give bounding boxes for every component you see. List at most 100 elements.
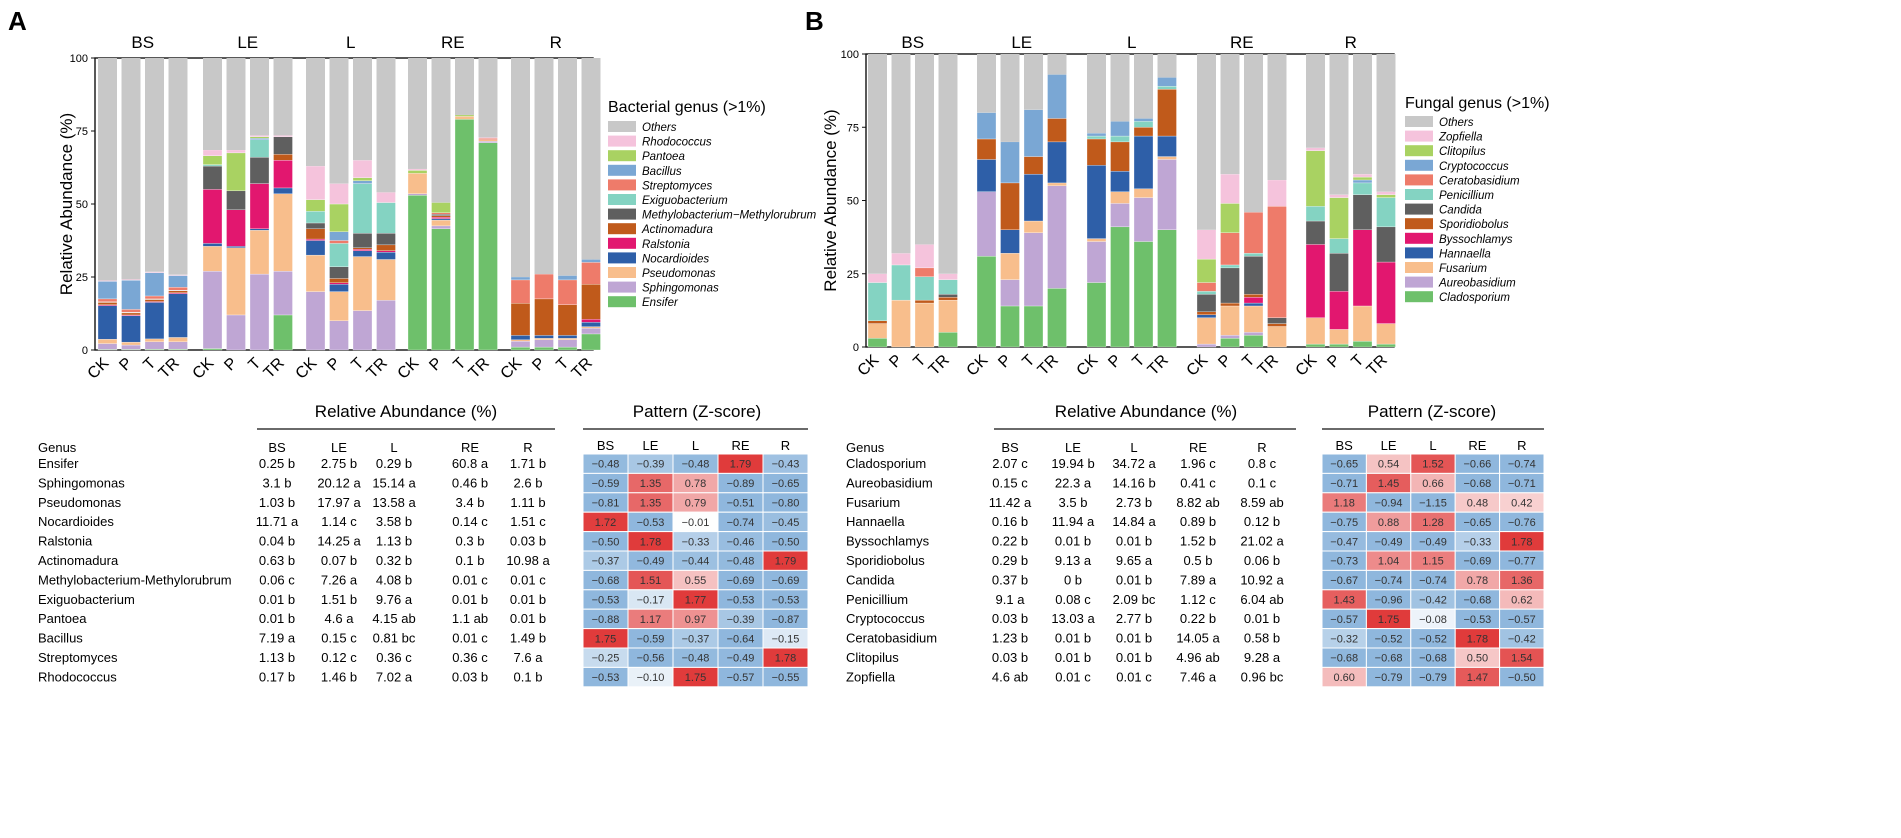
bar-segment-candida — [1305, 220, 1326, 245]
heatmap-value: −0.64 — [727, 633, 755, 645]
bar-segment-aureobasidium — [1110, 203, 1130, 228]
bar-segment-clitopilus — [1220, 203, 1240, 233]
table-cell: 0.81 bc — [373, 631, 416, 646]
bar-segment-others — [915, 54, 934, 245]
bar-segment-streptomyces — [510, 279, 531, 304]
legend-swatch — [1405, 130, 1433, 142]
heatmap-value: 0.88 — [1378, 517, 1399, 529]
table-cell: 9.76 a — [376, 592, 413, 607]
bar-segment-nocardioides — [581, 322, 601, 327]
table-cell: 21.02 a — [1240, 534, 1284, 549]
table-cell: 4.15 ab — [372, 611, 415, 626]
bar-segment-rhodococcus — [329, 183, 349, 205]
table-cell: 0.1 c — [1248, 475, 1277, 490]
bar-segment-actinomadura — [305, 228, 326, 240]
bar-segment-aureobasidium — [1047, 185, 1067, 289]
legend-swatch — [608, 150, 636, 162]
table-cell: 0.06 b — [1244, 553, 1280, 568]
bar-segment-others — [1376, 54, 1396, 192]
legend-swatch — [1405, 116, 1433, 127]
table-cell: 0.01 c — [452, 631, 488, 646]
treatment-label: P — [995, 352, 1015, 372]
bar-segment-pseudomonas — [329, 291, 349, 321]
heatmap-value: 1.28 — [1422, 517, 1443, 529]
heatmap-value: −0.74 — [1508, 459, 1536, 471]
heatmap-value: 0.62 — [1511, 595, 1532, 607]
heatmap-value: −0.68 — [1463, 595, 1491, 607]
bar-segment-methylobacterium-methylorubrum — [202, 165, 223, 190]
bar-segment-others — [329, 58, 349, 184]
bar-segment-sphingomonas — [202, 271, 223, 349]
heatmap-value: −0.68 — [592, 575, 620, 587]
bar-segment-ralstonia — [249, 183, 270, 229]
table-cell: 0.32 b — [376, 553, 412, 568]
bar-segment-ceratobasidium — [1243, 212, 1264, 254]
table-cell: 0.36 c — [452, 650, 488, 665]
legend-label: Cryptococcus — [1439, 161, 1509, 173]
bar-segment-rhodococcus — [273, 135, 293, 137]
legend-label: Penicillium — [1439, 190, 1494, 202]
heatmap-column-header: LE — [1381, 438, 1397, 453]
bar-segment-nocardioides — [431, 218, 451, 221]
bar-segment-zopfiella — [1376, 191, 1396, 195]
table-cell: 0.01 c — [1055, 669, 1091, 684]
bar-segment-sporidiobolus — [976, 138, 997, 160]
heatmap-value: 0.54 — [1378, 459, 1399, 471]
treatment-label: TR — [261, 355, 288, 382]
table-cell: 7.46 a — [1180, 669, 1217, 684]
bar-segment-bacillus — [144, 272, 165, 297]
group-label: BS — [131, 33, 154, 52]
table-row-genus: Pantoea — [38, 611, 87, 626]
heatmap-value: −0.39 — [637, 459, 665, 471]
bar-segment-pseudomonas — [144, 338, 165, 342]
bar-segment-exiguobacterium — [329, 243, 349, 267]
bar-segment-sphingomonas — [407, 193, 428, 196]
legend-swatch — [1405, 232, 1433, 244]
bar-segment-sporidiobolus — [1220, 302, 1240, 307]
bar-segment-others — [121, 58, 141, 280]
heatmap-value: 0.42 — [1511, 498, 1532, 510]
table-row-genus: Cryptococcus — [846, 611, 925, 626]
table-column-header: R — [523, 440, 532, 455]
bar-segment-byssochlamys — [1305, 244, 1326, 318]
heatmap-value: 1.04 — [1378, 556, 1399, 568]
bar-segment-actinomadura — [97, 302, 118, 305]
table-cell: 0.08 c — [1055, 592, 1091, 607]
table-cell: 0.01 b — [1244, 611, 1280, 626]
bar-segment-others — [1244, 54, 1263, 213]
bar-segment-streptomyces — [329, 240, 349, 244]
heatmap-value: −0.10 — [637, 672, 665, 684]
bar-segment-ensifer — [510, 346, 531, 351]
table-cell: 0.12 b — [1244, 514, 1280, 529]
bar-segment-pantoea — [431, 202, 451, 213]
bar-segment-ralstonia — [376, 250, 396, 253]
bar-segment-cladosporium — [1000, 305, 1020, 348]
group-label: RE — [441, 33, 465, 52]
bar-segment-exiguobacterium — [202, 164, 223, 167]
table-cell: 4.08 b — [376, 572, 412, 587]
table-cell: 7.02 a — [376, 669, 413, 684]
heatmap-value: −0.50 — [592, 536, 620, 548]
bar-segment-streptomyces — [144, 295, 165, 300]
bar-segment-ensifer — [581, 333, 601, 351]
bar-segment-others — [168, 58, 188, 275]
table-cell: 14.25 a — [317, 534, 361, 549]
heatmap-value: −0.71 — [1330, 478, 1358, 490]
table-cell: 11.42 a — [989, 495, 1032, 510]
legend-label: Candida — [1439, 205, 1482, 217]
bar-segment-penicillium — [1329, 238, 1349, 254]
heatmap-cell — [762, 666, 809, 688]
bar-segment-exiguobacterium — [376, 202, 396, 234]
bar-segment-cladosporium — [1047, 288, 1067, 348]
y-tick-label: 75 — [76, 126, 88, 138]
table-cell: 1.49 b — [510, 631, 546, 646]
bar-segment-streptomyces — [431, 212, 451, 215]
table-cell: 0.89 b — [1180, 514, 1216, 529]
table-row-genus: Clitopilus — [846, 650, 899, 665]
table-cell: 0.17 b — [259, 669, 295, 684]
group-label: L — [346, 33, 355, 52]
bar-segment-pantoea — [202, 155, 223, 165]
bar-segment-actinomadura — [376, 244, 396, 251]
bar-segment-hannaella — [1196, 314, 1217, 318]
bar-segment-penicillium — [1352, 182, 1373, 195]
